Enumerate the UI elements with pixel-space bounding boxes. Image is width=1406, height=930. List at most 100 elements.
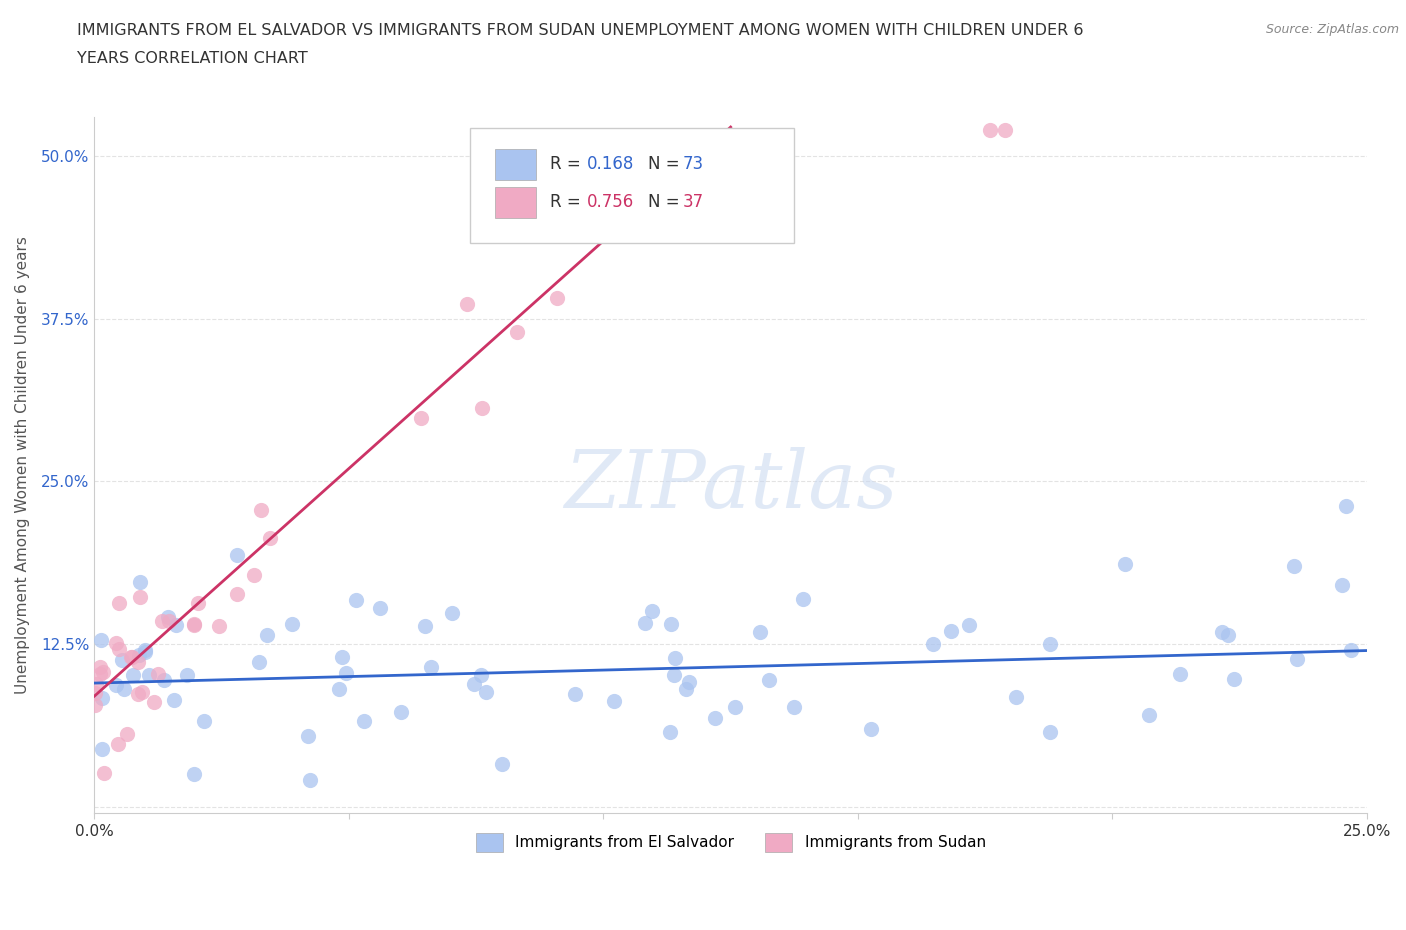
Point bbox=[90, 632, 112, 647]
Point bbox=[226, 548, 249, 563]
Point bbox=[957, 618, 980, 632]
Point bbox=[441, 605, 464, 620]
Point bbox=[1286, 652, 1309, 667]
Point bbox=[129, 575, 152, 590]
Point bbox=[89, 667, 111, 682]
Point bbox=[792, 591, 814, 606]
Point bbox=[84, 677, 107, 692]
Text: R =: R = bbox=[550, 193, 586, 211]
Point bbox=[157, 610, 180, 625]
Point bbox=[471, 400, 494, 415]
Point bbox=[165, 618, 187, 632]
Point bbox=[138, 668, 160, 683]
Point bbox=[1282, 558, 1305, 573]
Point bbox=[281, 617, 304, 631]
Point bbox=[120, 649, 142, 664]
Point bbox=[470, 668, 492, 683]
Point bbox=[243, 567, 266, 582]
Point bbox=[456, 296, 478, 311]
Text: YEARS CORRELATION CHART: YEARS CORRELATION CHART bbox=[77, 51, 308, 66]
Point bbox=[491, 756, 513, 771]
Point bbox=[122, 668, 145, 683]
Point bbox=[1340, 643, 1362, 658]
Point bbox=[247, 655, 270, 670]
Point bbox=[344, 592, 367, 607]
Point bbox=[159, 613, 181, 628]
Point bbox=[163, 692, 186, 707]
Point bbox=[546, 290, 568, 305]
Point bbox=[297, 728, 319, 743]
Point bbox=[1216, 628, 1239, 643]
Point bbox=[1168, 667, 1191, 682]
Point bbox=[148, 667, 170, 682]
Point bbox=[91, 691, 114, 706]
Point bbox=[506, 324, 529, 339]
Point bbox=[259, 531, 281, 546]
Point bbox=[111, 653, 134, 668]
Point bbox=[105, 678, 128, 693]
Point bbox=[641, 604, 664, 618]
Point bbox=[1137, 708, 1160, 723]
Point bbox=[84, 698, 107, 712]
Point bbox=[121, 649, 143, 664]
Point bbox=[152, 672, 174, 687]
Text: 0.168: 0.168 bbox=[586, 155, 634, 173]
Point bbox=[420, 660, 443, 675]
Point bbox=[91, 664, 114, 679]
Point bbox=[128, 648, 150, 663]
Text: R =: R = bbox=[550, 155, 586, 173]
Point bbox=[108, 641, 131, 656]
Point bbox=[225, 586, 247, 601]
Point bbox=[330, 649, 353, 664]
Point bbox=[1336, 498, 1358, 513]
Point bbox=[183, 766, 205, 781]
Point bbox=[1211, 625, 1233, 640]
Point bbox=[129, 590, 152, 604]
Text: Source: ZipAtlas.com: Source: ZipAtlas.com bbox=[1265, 23, 1399, 36]
Point bbox=[112, 681, 135, 696]
Point bbox=[298, 773, 321, 788]
Point bbox=[115, 726, 138, 741]
Point bbox=[389, 705, 412, 720]
Point bbox=[994, 123, 1017, 138]
Point bbox=[678, 675, 700, 690]
Point bbox=[107, 737, 129, 751]
Point bbox=[1222, 671, 1244, 686]
Point bbox=[662, 668, 685, 683]
Point bbox=[84, 685, 107, 700]
Point bbox=[603, 694, 626, 709]
Point bbox=[134, 643, 156, 658]
Text: N =: N = bbox=[648, 155, 685, 173]
Text: N =: N = bbox=[648, 193, 685, 211]
Point bbox=[183, 616, 205, 631]
Point bbox=[1005, 689, 1028, 704]
Point bbox=[979, 123, 1001, 138]
Point bbox=[939, 623, 962, 638]
Point bbox=[142, 695, 165, 710]
Point bbox=[93, 765, 115, 780]
Point bbox=[335, 666, 357, 681]
Point bbox=[134, 644, 156, 659]
Point bbox=[187, 595, 209, 610]
Point bbox=[922, 636, 945, 651]
Point bbox=[675, 682, 697, 697]
Point bbox=[207, 618, 229, 633]
Point bbox=[748, 625, 770, 640]
Point bbox=[758, 672, 780, 687]
Text: IMMIGRANTS FROM EL SALVADOR VS IMMIGRANTS FROM SUDAN UNEMPLOYMENT AMONG WOMEN WI: IMMIGRANTS FROM EL SALVADOR VS IMMIGRANT… bbox=[77, 23, 1084, 38]
Point bbox=[634, 616, 657, 631]
Point bbox=[90, 742, 112, 757]
Legend: Immigrants from El Salvador, Immigrants from Sudan: Immigrants from El Salvador, Immigrants … bbox=[470, 827, 991, 857]
Point bbox=[783, 699, 806, 714]
Text: ZIPatlas: ZIPatlas bbox=[564, 447, 897, 525]
Point bbox=[724, 700, 747, 715]
Point bbox=[89, 659, 111, 674]
Point bbox=[859, 721, 882, 736]
Point bbox=[256, 628, 278, 643]
Point bbox=[1039, 637, 1062, 652]
Point bbox=[353, 713, 375, 728]
Point bbox=[131, 684, 153, 699]
Point bbox=[475, 684, 498, 699]
Point bbox=[250, 502, 273, 517]
Point bbox=[463, 676, 485, 691]
